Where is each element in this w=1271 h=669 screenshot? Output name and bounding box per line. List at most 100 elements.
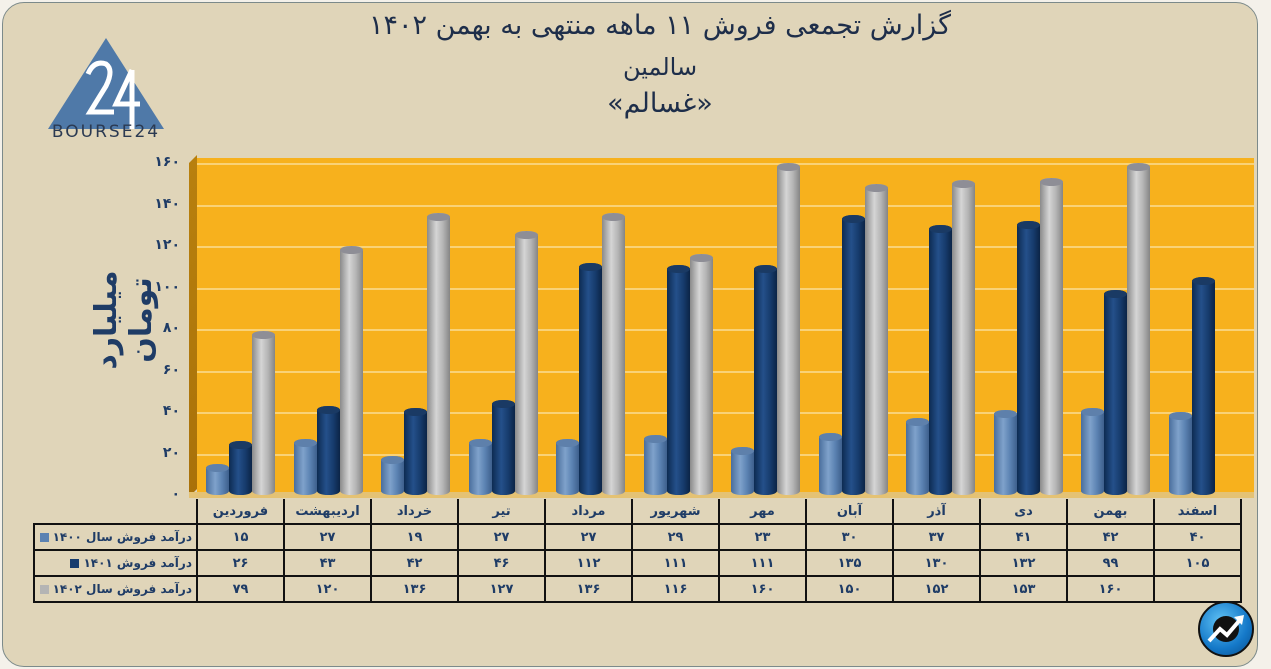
- table-cell: ۳۰: [805, 523, 894, 551]
- table-cell: ۲۳: [718, 523, 807, 551]
- table-cell: ۴۳: [283, 549, 372, 577]
- y-tick-label: ۱۴۰: [154, 195, 180, 212]
- table-cell: ۱۳۶: [544, 575, 633, 603]
- table-cell: ۱۳۰: [892, 549, 981, 577]
- table-cell: ۱۶۰: [1066, 575, 1155, 603]
- table-cell: [1153, 575, 1242, 603]
- month-header: اسفند: [1153, 499, 1242, 525]
- legend-swatch-icon: [39, 533, 49, 542]
- trend-up-icon: [1207, 615, 1244, 643]
- table-cell: ۴۰: [1153, 523, 1242, 551]
- legend-label: درآمد فروش سال ۱۴۰۰: [52, 530, 192, 544]
- legend-swatch-icon: [39, 585, 49, 594]
- y-tick-label: ۱۶۰: [154, 154, 180, 170]
- gridline: [197, 370, 1254, 373]
- table-row: درآمد فروش سال ۱۴۰۰ ۱۵ ۲۷ ۱۹ ۲۷ ۲۷ ۲۹ ۲۳ ۳۰ ۳۷ ۴۱ ۴…: [33, 523, 1242, 551]
- table-cell: ۱۹: [370, 523, 459, 551]
- bar-0-9: [993, 409, 1017, 495]
- bar-2-0: [252, 331, 275, 495]
- company-name: سالمین: [622, 53, 698, 81]
- table-cell: ۱۱۲: [544, 549, 633, 577]
- bar-1-6: [754, 264, 777, 495]
- bar-0-8: [906, 418, 929, 495]
- table-cell: ۴۱: [979, 523, 1068, 551]
- bar-0-3: [468, 438, 492, 495]
- bar-0-6: [731, 447, 754, 495]
- bar-2-9: [1039, 177, 1063, 495]
- gridline: [197, 204, 1254, 207]
- bar-1-11: [1191, 277, 1215, 495]
- bar-1-4: [579, 262, 602, 495]
- table-cell: ۱۰۵: [1153, 549, 1242, 577]
- chart-title: گزارش تجمعی فروش ۱۱ ماهه منتهی به بهمن ۱…: [368, 10, 952, 41]
- bar-1-5: [666, 264, 690, 495]
- plot-floor: [189, 492, 1254, 498]
- bar-1-8: [929, 225, 952, 495]
- table-cell: ۱۳۵: [805, 549, 894, 577]
- table-cell: ۲۶: [196, 549, 285, 577]
- table-cell: ۱۱۶: [631, 575, 720, 603]
- table-cell: ۲۹: [631, 523, 720, 551]
- table-cell: ۷۹: [196, 575, 285, 603]
- bar-1-2: [404, 407, 427, 495]
- trend-up-badge: [1198, 601, 1254, 657]
- bar-1-7: [841, 214, 865, 495]
- plot-side-wall: [189, 155, 197, 497]
- table-cell: ۳۷: [892, 523, 981, 551]
- gridline: [197, 453, 1254, 456]
- legend-label: درآمد فروش سال ۱۴۰۲: [52, 582, 192, 596]
- bar-0-10: [1081, 407, 1104, 495]
- table-cell: ۱۵۲: [892, 575, 981, 603]
- y-tick-label: ۱۰۰: [154, 278, 180, 295]
- y-axis-label: میلیارد تومان: [89, 270, 159, 370]
- month-header: آبان: [805, 499, 894, 525]
- bar-1-9: [1016, 221, 1040, 495]
- legend-swatch-icon: [70, 559, 80, 568]
- table-row: درآمد فروش ۱۴۰۱ ۲۶ ۴۳ ۴۲ ۴۶ ۱۱۲ ۱۱۱ ۱۱۱ ۱۳۵ ۱۳۰ ۱۳…: [33, 549, 1242, 577]
- bar-2-3: [514, 231, 538, 495]
- bar-0-0: [206, 463, 229, 495]
- bar-1-3: [491, 399, 515, 495]
- month-header: دی: [979, 499, 1068, 525]
- y-tick-label: ۱۲۰: [154, 237, 180, 253]
- month-header: بهمن: [1066, 499, 1155, 525]
- table-cell: ۱۵۳: [979, 575, 1068, 603]
- bar-2-8: [952, 179, 975, 495]
- bar-0-11: [1168, 412, 1192, 495]
- table-corner: [34, 499, 197, 524]
- bar-2-2: [427, 212, 450, 495]
- table-cell: ۱۲۷: [457, 575, 546, 603]
- table-cell: ۱۱۱: [631, 549, 720, 577]
- gridline: [197, 412, 1254, 414]
- month-header: شهریور: [631, 499, 720, 525]
- y-tick-label: ۴۰: [162, 403, 180, 419]
- bar-0-2: [381, 455, 404, 495]
- y-tick-label: ۶۰: [162, 361, 180, 378]
- table-cell: ۲۷: [457, 523, 546, 551]
- table-cell: ۴۲: [1066, 523, 1155, 551]
- legend-label: درآمد فروش ۱۴۰۱: [83, 556, 192, 570]
- data-table: فروردین اردیبهشت خرداد تیر مرداد شهریور مهر آبا…: [33, 499, 1242, 603]
- table-cell: ۹۹: [1066, 549, 1155, 577]
- legend-row-label: درآمد فروش سال ۱۴۰۲: [33, 575, 198, 603]
- month-header: مرداد: [544, 499, 633, 525]
- bar-0-5: [643, 434, 667, 495]
- bar-1-1: [316, 405, 340, 495]
- month-header: اردیبهشت: [283, 499, 372, 525]
- bar-2-7: [864, 183, 888, 495]
- month-header: مهر: [718, 499, 807, 525]
- table-cell: ۱۵۰: [805, 575, 894, 603]
- table-cell: ۴۶: [457, 549, 546, 577]
- gridline: [197, 329, 1254, 331]
- table-cell: ۱۶۰: [718, 575, 807, 603]
- legend-row-label: درآمد فروش ۱۴۰۱: [33, 549, 198, 577]
- table-row: درآمد فروش سال ۱۴۰۲ ۷۹ ۱۲۰ ۱۳۶ ۱۲۷ ۱۳۶ ۱۱۶ ۱۶۰ ۱…: [33, 575, 1242, 603]
- bar-0-1: [293, 438, 317, 495]
- gridline: [197, 163, 1254, 165]
- table-cell: ۱۳۶: [370, 575, 459, 603]
- bar-0-4: [556, 438, 579, 495]
- gridline: [197, 287, 1254, 290]
- bar-2-4: [602, 212, 625, 495]
- y-tick-label: ۰: [171, 486, 180, 502]
- bar-1-10: [1104, 289, 1127, 495]
